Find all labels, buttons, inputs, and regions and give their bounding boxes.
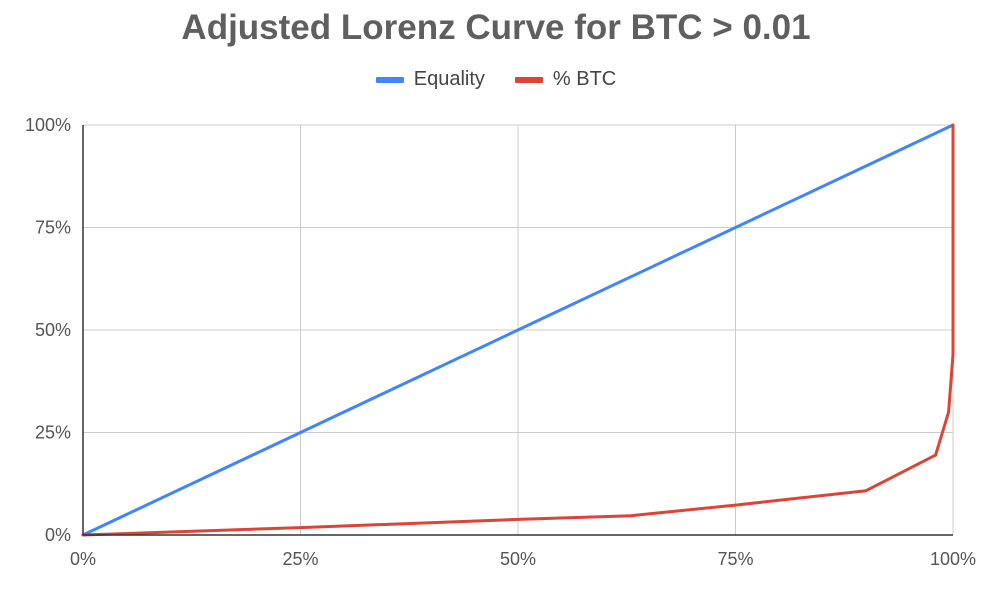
x-tick-label: 50% — [500, 549, 536, 569]
x-tick-label: 25% — [282, 549, 318, 569]
series-group — [81, 123, 955, 537]
legend-item-equality[interactable]: Equality — [375, 68, 485, 91]
legend-label-btc: % BTC — [552, 68, 617, 90]
x-tick-label: 75% — [717, 549, 753, 569]
series-line-btc[interactable] — [81, 123, 955, 537]
tick-labels: 0% 25% 50% 75% 100% 0% 25% 50% 75% 100% — [25, 115, 976, 569]
x-tick-label: 100% — [930, 549, 976, 569]
axes — [82, 125, 953, 536]
y-tick-label: 0% — [45, 525, 71, 545]
legend-swatch-btc — [514, 76, 543, 83]
y-tick-label: 25% — [35, 423, 71, 443]
x-tick-label: 0% — [70, 549, 96, 569]
legend: Equality % BTC — [0, 68, 992, 91]
series-line-equality[interactable] — [81, 123, 955, 537]
y-tick-label: 75% — [35, 218, 71, 238]
y-tick-label: 50% — [35, 320, 71, 340]
y-tick-label: 100% — [25, 115, 71, 135]
legend-item-btc[interactable]: % BTC — [514, 68, 617, 91]
legend-label-equality: Equality — [413, 68, 485, 90]
legend-swatch-equality — [375, 76, 404, 83]
chart-title: Adjusted Lorenz Curve for BTC > 0.01 — [181, 8, 811, 47]
